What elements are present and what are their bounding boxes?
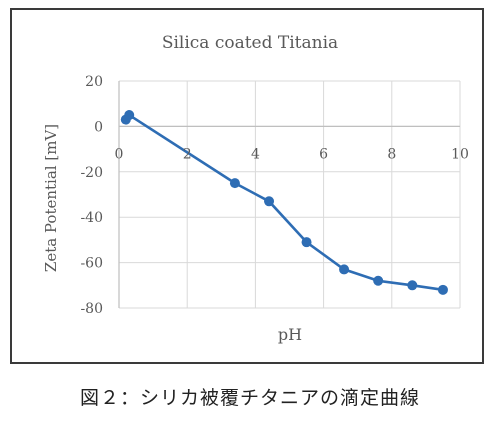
tick-labels: 0 2 4 6 8 10 20 0 -20 -40 -60 -80 (80, 74, 468, 317)
x-tick-label: 10 (451, 146, 469, 162)
x-axis-label: pH (278, 325, 302, 344)
x-tick-label: 8 (387, 146, 396, 162)
data-point (437, 284, 448, 295)
data-point (264, 196, 275, 207)
series (120, 110, 448, 295)
data-point (124, 110, 135, 121)
data-point (229, 178, 240, 189)
axes (118, 81, 460, 308)
x-tick-label: 6 (319, 146, 328, 162)
y-tick-label: -80 (80, 301, 103, 317)
grid (118, 80, 461, 309)
y-tick-label: -20 (80, 165, 103, 181)
data-point (407, 280, 418, 291)
y-tick-label: -40 (80, 210, 103, 226)
y-tick-label: 0 (94, 119, 103, 135)
figure-caption: 図２：シリカ被覆チタニアの滴定曲線 (79, 387, 420, 409)
x-tick-label: 0 (115, 146, 124, 162)
x-tick-label: 2 (183, 146, 192, 162)
chart-title: Silica coated Titania (162, 33, 338, 53)
y-axis-label: Zeta Potential [mV] (42, 124, 60, 272)
y-tick-label: 20 (85, 74, 103, 90)
data-point (373, 275, 384, 286)
y-tick-label: -60 (80, 256, 103, 272)
data-point (339, 264, 350, 275)
series-line (124, 113, 444, 292)
x-tick-label: 4 (251, 146, 260, 162)
chart-frame (10, 8, 484, 364)
data-point (301, 237, 312, 248)
